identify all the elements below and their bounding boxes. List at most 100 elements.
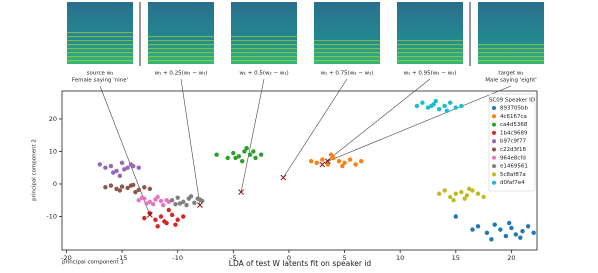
spectrogram-detail [231,36,297,64]
legend-marker [492,147,496,152]
point [531,230,536,235]
legend-marker [492,172,496,177]
point [436,107,442,112]
spectrogram-caption: w₁ + 0.75(w₂ − w₁) [321,71,374,77]
x-tick-label: -5 [230,254,236,262]
interpolation-marker [238,189,244,195]
point [442,188,447,193]
interpolation-marker [147,212,153,218]
legend-label: 893705bb [500,106,528,112]
point [175,217,180,222]
point [503,233,509,239]
legend-marker [492,139,496,144]
legend-label: e1469561 [500,164,528,170]
point [236,154,242,159]
point [513,232,519,237]
point [133,189,138,195]
point [199,198,205,204]
point [353,162,358,167]
point [525,224,531,229]
x-tick-label: 10 [396,254,404,262]
point [506,220,512,226]
point [475,224,481,229]
point [144,201,149,206]
legend-title: SC09 Speaker ID [489,98,535,104]
y-tick-label: 20 [49,115,57,123]
spectrogram-detail [478,42,544,64]
point [122,167,127,172]
point [119,160,125,166]
point [359,159,364,164]
spectrogram-caption: Female saying 'nine' [72,78,128,84]
point [470,227,475,232]
point [436,191,442,196]
point [173,201,178,207]
x-tick-label: 5 [342,254,346,262]
x-tick-label: 20 [507,254,515,262]
point [139,195,145,200]
point [242,149,247,154]
point [448,194,453,200]
interpolation-marker [319,161,326,168]
point [103,185,108,190]
point [453,191,458,196]
point [188,194,194,199]
point [340,163,345,169]
point [470,188,475,193]
point [320,157,325,162]
y-axis-label: principal component 2 [32,139,38,201]
point [147,199,153,205]
point [173,222,178,227]
point [329,152,334,157]
legend-box [488,93,536,192]
spectrograms [67,2,544,66]
point [142,185,147,190]
legend-label: 5c8af87a [500,172,526,178]
point [181,199,186,205]
legend-marker [492,155,496,160]
legend-label: b97c9f77 [500,139,526,145]
x-tick-label: 0 [287,254,291,262]
point [442,103,447,109]
point [240,159,245,164]
legend-label: 1b4c9689 [500,130,528,136]
point [125,185,130,191]
leader-line [283,78,348,178]
point [492,222,497,227]
interpolation-marker [325,158,331,165]
point [103,165,108,170]
x-tick-label: -10 [172,254,183,262]
leader-line [240,78,265,193]
point [433,98,438,104]
spectrogram-caption: w₁ + 0.5(w₂ − w₁) [239,71,288,77]
point [155,224,160,229]
legend-marker [492,122,496,127]
point [136,165,141,170]
point [169,212,175,218]
point [251,149,256,154]
point [147,186,153,192]
legend-marker [492,164,496,169]
point [459,103,464,109]
point [158,198,164,204]
point [429,103,434,109]
spectrogram-caption: target w₂ [498,71,523,77]
legend-marker [492,106,496,110]
x-axis-sublabel: principal component 1 [62,260,124,266]
leader-line [322,78,431,165]
point [253,155,258,161]
point [347,157,353,162]
spectrogram-caption: w₁ + 0.25(w₂ − w₁) [155,71,208,77]
point [420,100,425,105]
x-tick-label: -20 [61,254,72,262]
point [214,152,219,157]
point [155,194,160,200]
interpolation-marker [280,174,287,181]
point [453,105,458,110]
point [166,207,171,213]
point [331,155,336,161]
point [114,168,119,174]
point [117,188,123,193]
spectrogram-detail [397,40,463,64]
point [125,165,130,170]
